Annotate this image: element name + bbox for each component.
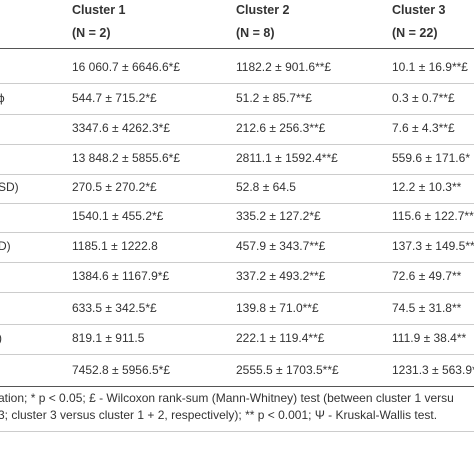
table-cell: 633.5 ± 342.5*£: [72, 301, 157, 315]
table-cell: 74.5 ± 31.8**: [392, 301, 462, 315]
table-cell: 270.5 ± 270.2*£: [72, 180, 157, 194]
table-bottom-rule: [0, 386, 474, 387]
row-rule: [0, 114, 474, 115]
footnote-rule: [0, 431, 474, 432]
row-rule: [0, 292, 474, 293]
row-rule: [0, 203, 474, 204]
table-cell: 115.6 ± 122.7**: [392, 209, 474, 223]
column-count: (N = 2): [72, 26, 111, 40]
table-cell: 1540.1 ± 455.2*£: [72, 209, 164, 223]
row-rule: [0, 174, 474, 175]
row-rule: [0, 144, 474, 145]
table-cell: 1384.6 ± 1167.9*£: [72, 269, 170, 283]
table-cell: 139.8 ± 71.0**£: [236, 301, 319, 315]
column-header: Cluster 1: [72, 3, 126, 17]
row-rule: [0, 262, 474, 263]
table-cell: 819.1 ± 911.5: [72, 331, 145, 345]
footnote: ation; * p < 0.05; £ - Wilcoxon rank-sum…: [0, 391, 454, 405]
table-cell: 137.3 ± 149.5**: [392, 239, 474, 253]
table-cell: 1185.1 ± 1222.8: [72, 239, 158, 253]
table-cell: 13 848.2 ± 5855.6*£: [72, 151, 181, 165]
header-rule: [0, 48, 474, 49]
table-cell: 1231.3 ± 563.9**: [392, 363, 474, 377]
column-header: Cluster 2: [236, 3, 290, 17]
table-cell: 12.2 ± 10.3**: [392, 180, 462, 194]
row-label: ɸ: [0, 91, 5, 105]
table-cell: 335.2 ± 127.2*£: [236, 209, 321, 223]
table-cell: 111.9 ± 38.4**: [392, 331, 467, 345]
column-header: Cluster 3: [392, 3, 446, 17]
row-rule: [0, 354, 474, 355]
table-cell: 544.7 ± 715.2*£: [72, 91, 157, 105]
table-cell: 337.2 ± 493.2**£: [236, 269, 326, 283]
table-cell: 2811.1 ± 1592.4**£: [236, 151, 338, 165]
table-cell: 16 060.7 ± 6646.6*£: [72, 60, 181, 74]
column-count: (N = 8): [236, 26, 275, 40]
row-rule: [0, 83, 474, 84]
table-cell: 457.9 ± 343.7**£: [236, 239, 326, 253]
table-cell: 7452.8 ± 5956.5*£: [72, 363, 171, 377]
row-label: SD): [0, 180, 19, 194]
column-count: (N = 22): [392, 26, 438, 40]
row-label: D): [0, 239, 11, 253]
table-cell: 52.8 ± 64.5: [236, 180, 296, 194]
table-cell: 7.6 ± 4.3**£: [392, 121, 455, 135]
footnote: 3; cluster 3 versus cluster 1 + 2, respe…: [0, 408, 438, 422]
table-cell: 2555.5 ± 1703.5**£: [236, 363, 339, 377]
table-cell: 72.6 ± 49.7**: [392, 269, 462, 283]
row-rule: [0, 232, 474, 233]
table-cell: 51.2 ± 85.7**£: [236, 91, 312, 105]
row-label: ): [0, 331, 2, 345]
table-cell: 3347.6 ± 4262.3*£: [72, 121, 171, 135]
table-cell: 212.6 ± 256.3**£: [236, 121, 326, 135]
table-cell: 10.1 ± 16.9**£: [392, 60, 468, 74]
row-rule: [0, 324, 474, 325]
table-cell: 0.3 ± 0.7**£: [392, 91, 455, 105]
table-cell: 1182.2 ± 901.6**£: [236, 60, 332, 74]
table-cell: 559.6 ± 171.6*: [392, 151, 470, 165]
table-cell: 222.1 ± 119.4**£: [236, 331, 325, 345]
